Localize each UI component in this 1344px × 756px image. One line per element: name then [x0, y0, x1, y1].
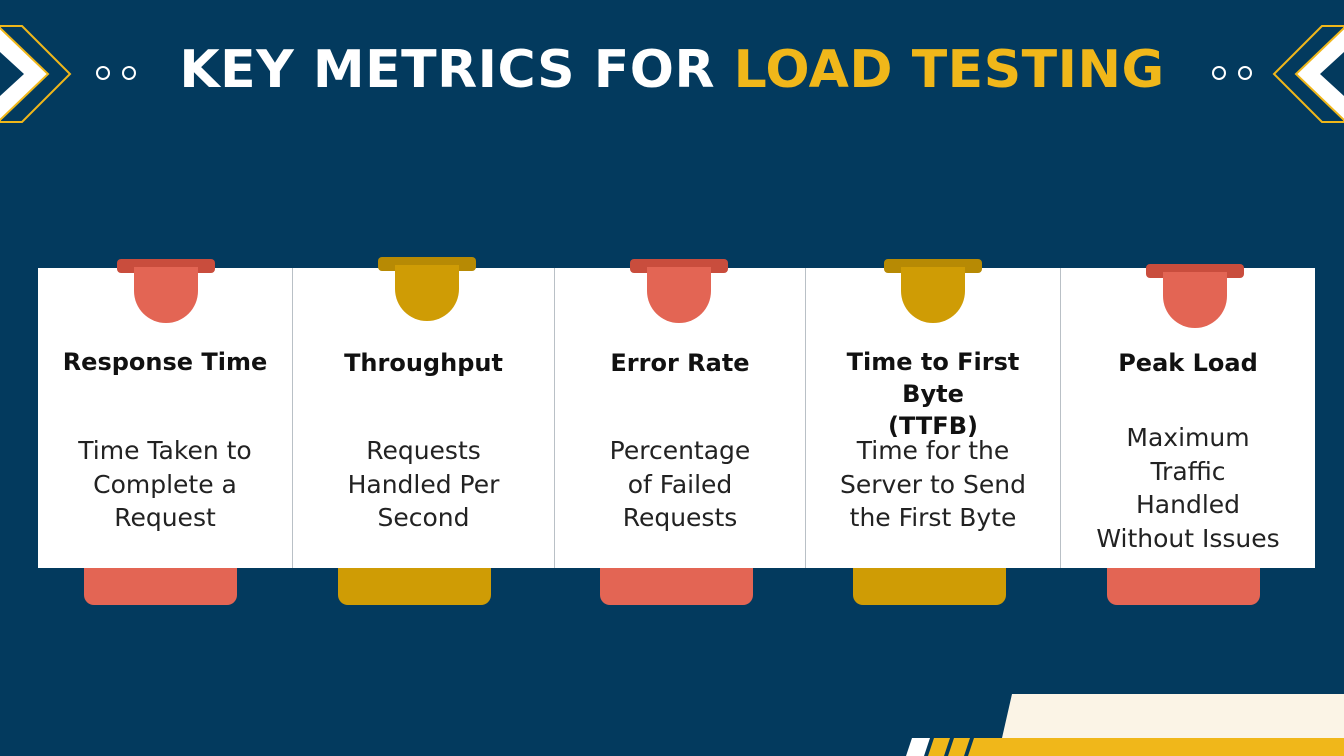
- card-bottom-tab: [1107, 567, 1260, 605]
- metric-description: Time Taken to Complete a Request: [78, 436, 252, 532]
- metric-description: Time for the Server to Send the First By…: [840, 436, 1026, 532]
- metric-name: Throughput: [344, 349, 503, 377]
- page-title: KEY METRICS FOR LOAD TESTING: [0, 40, 1344, 100]
- card-bottom-tab: [853, 567, 1006, 605]
- metric-name: Peak Load: [1118, 349, 1258, 377]
- metric-description: Maximum Traffic Handled Without Issues: [1096, 423, 1280, 553]
- card-top-tab: [1146, 264, 1244, 328]
- left-dots-decoration: [96, 66, 136, 80]
- metric-card-ttfb: Time to First Byte (TTFB) Time for the S…: [806, 268, 1061, 568]
- dot-icon: [96, 66, 110, 80]
- metric-description: Percentage of Failed Requests: [609, 436, 751, 532]
- title-main: KEY METRICS FOR: [179, 40, 734, 100]
- metric-name: Response Time: [62, 348, 268, 376]
- metric-card-response-time: Response Time Time Taken to Complete a R…: [38, 268, 293, 568]
- right-dots-decoration: [1212, 66, 1252, 80]
- metric-card-error-rate: Error Rate Percentage of Failed Requests: [555, 268, 806, 568]
- metric-name: Error Rate: [610, 349, 750, 377]
- metric-card-peak-load: Peak Load Maximum Traffic Handled Withou…: [1061, 268, 1315, 568]
- card-top-tab: [378, 257, 476, 321]
- title-accent: LOAD TESTING: [733, 40, 1165, 100]
- right-chevron-decoration: [1272, 25, 1344, 123]
- dot-icon: [1212, 66, 1226, 80]
- dot-icon: [1238, 66, 1252, 80]
- dot-icon: [122, 66, 136, 80]
- metric-card-throughput: Throughput Requests Handled Per Second: [293, 268, 555, 568]
- card-bottom-tab: [84, 567, 237, 605]
- card-bottom-tab: [338, 567, 491, 605]
- left-chevron-decoration: [0, 25, 72, 123]
- card-top-tab: [630, 259, 728, 323]
- card-top-tab: [884, 259, 982, 323]
- metric-name: Time to First Byte (TTFB): [846, 348, 1020, 440]
- card-bottom-tab: [600, 567, 753, 605]
- metric-description: Requests Handled Per Second: [347, 436, 500, 532]
- card-top-tab: [117, 259, 215, 323]
